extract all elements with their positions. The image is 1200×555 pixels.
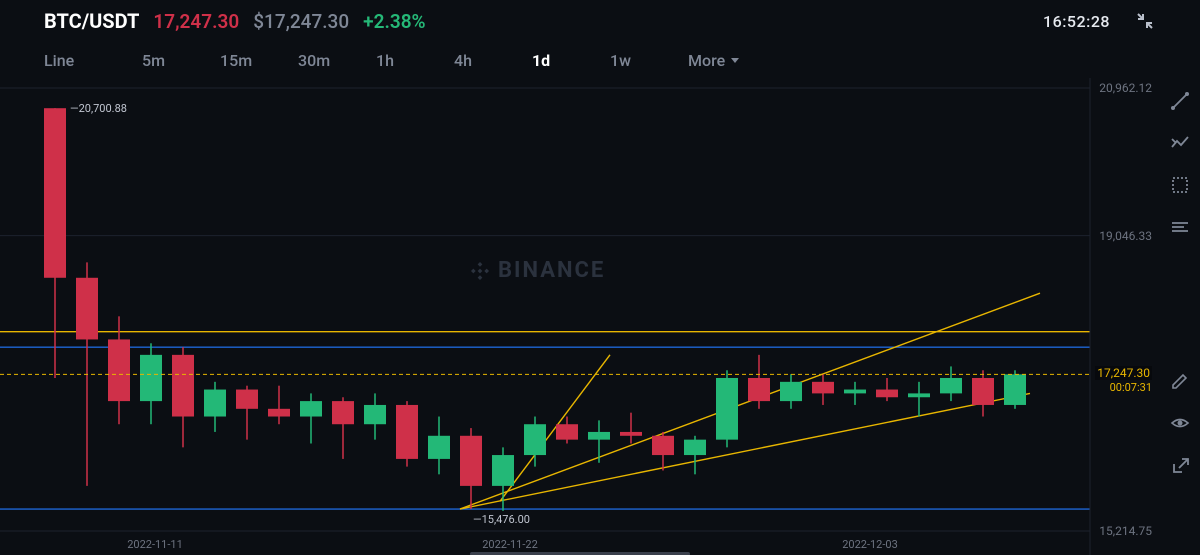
tab-15m[interactable]: 15m [220,51,290,70]
right-toolbar [1160,78,1200,555]
random-icon[interactable] [1169,132,1191,154]
price-change-pct: +2.38% [363,10,425,33]
edit-icon[interactable] [1169,370,1191,392]
current-price-label: 17,247.30 [1095,366,1152,380]
y-axis-label: 15,214.75 [1099,524,1152,538]
eye-icon[interactable] [1169,412,1191,434]
indicator-icon[interactable] [1169,216,1191,238]
collapse-icon[interactable] [1134,10,1156,32]
low-price-marker: —15,476.00 [473,513,530,526]
tab-5m[interactable]: 5m [142,51,212,70]
trading-pair[interactable]: BTC/USDT [44,9,139,33]
tab-1w[interactable]: 1w [610,51,680,70]
timeframe-tabs: Line 5m 15m 30m 1h 4h 1d 1w More [0,42,1200,78]
x-axis-label: 2022-11-11 [127,538,183,551]
chevron-down-icon [731,58,739,63]
chart-canvas-wrap[interactable]: BINANCE 20,962.12 19,046.33 15,214.75 17,24… [0,78,1160,555]
high-price-marker: —20,700.88 [70,102,127,115]
chart-header: BTC/USDT 17,247.30 $17,247.30 +2.38% 16:… [0,0,1200,42]
share-icon[interactable] [1169,454,1191,476]
tab-4h[interactable]: 4h [454,51,524,70]
last-price: 17,247.30 [153,10,239,33]
x-axis-label: 2022-12-03 [842,538,898,551]
last-price-usd: $17,247.30 [253,10,349,33]
candle-countdown: 00:07:31 [1110,381,1152,394]
line-tool-icon[interactable] [1169,90,1191,112]
tab-line[interactable]: Line [44,51,134,70]
tab-30m[interactable]: 30m [298,51,368,70]
candlestick-chart[interactable] [0,78,1160,555]
tab-more[interactable]: More [688,51,758,70]
shape-icon[interactable] [1169,174,1191,196]
y-axis-label: 19,046.33 [1099,229,1152,243]
tab-1d[interactable]: 1d [532,51,602,70]
x-axis-label: 2022-11-22 [482,538,538,551]
binance-watermark: BINANCE [470,258,605,283]
tab-1h[interactable]: 1h [376,51,446,70]
server-clock: 16:52:28 [1043,12,1110,31]
y-axis-label: 20,962.12 [1099,81,1152,95]
chart-main: BINANCE 20,962.12 19,046.33 15,214.75 17,24… [0,78,1200,555]
tab-more-label: More [688,51,725,70]
